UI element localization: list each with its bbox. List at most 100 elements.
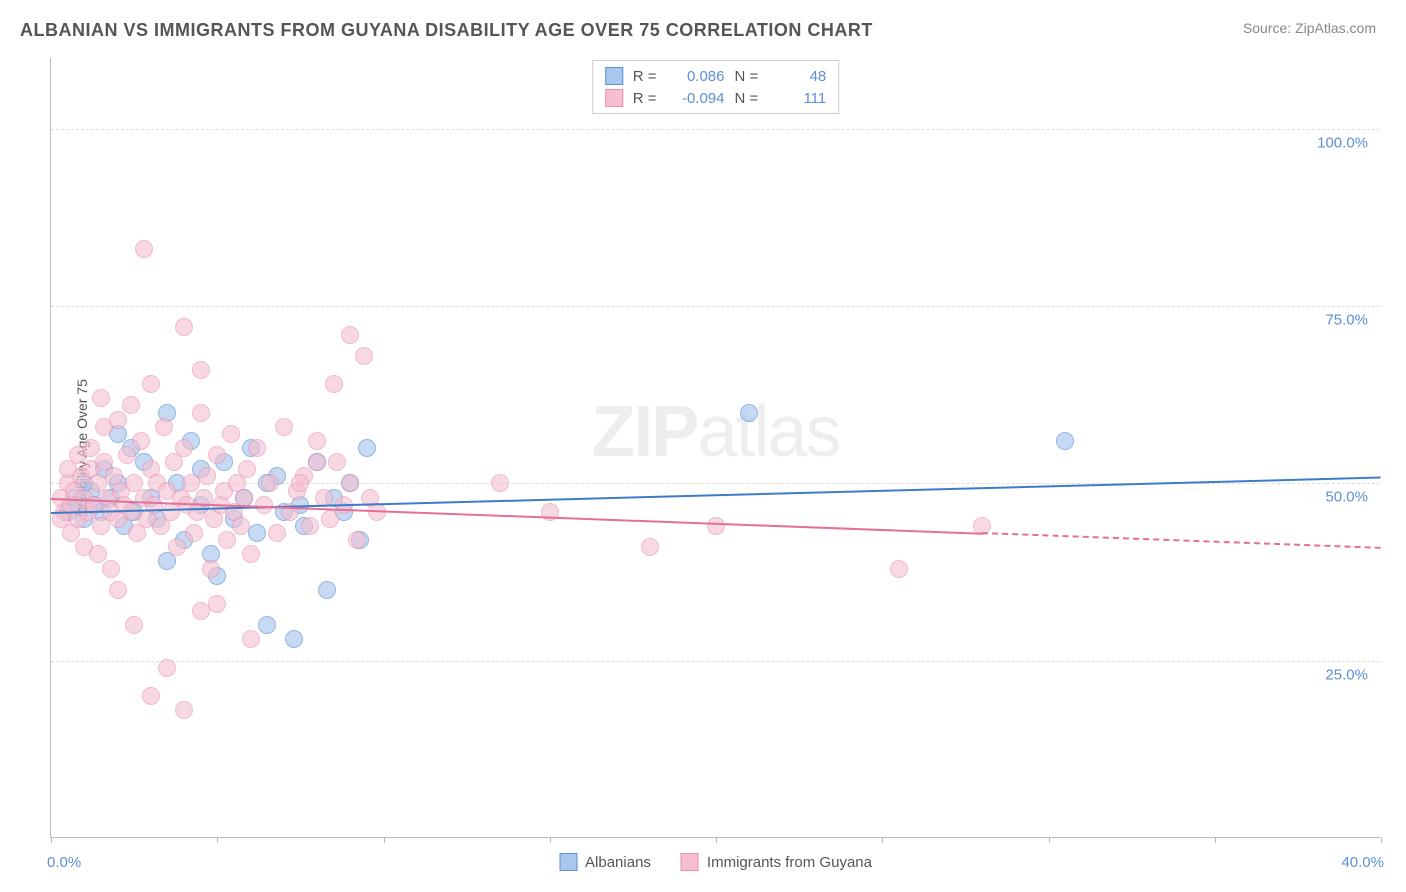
- data-point: [707, 517, 725, 535]
- data-point: [92, 389, 110, 407]
- legend-n-label: N =: [735, 90, 759, 107]
- data-point: [235, 489, 253, 507]
- data-point: [135, 240, 153, 258]
- data-point: [308, 453, 326, 471]
- data-point: [740, 404, 758, 422]
- y-tick-label: 50.0%: [1325, 489, 1368, 506]
- legend-swatch: [559, 853, 577, 871]
- data-point: [122, 396, 140, 414]
- legend-swatch: [605, 67, 623, 85]
- data-point: [192, 361, 210, 379]
- data-point: [155, 418, 173, 436]
- y-tick-label: 25.0%: [1325, 666, 1368, 683]
- x-min-label: 0.0%: [47, 854, 81, 871]
- data-point: [1056, 432, 1074, 450]
- scatter-chart: Disability Age Over 75 ZIPatlas R =0.086…: [50, 58, 1380, 838]
- data-point: [175, 318, 193, 336]
- watermark: ZIPatlas: [591, 391, 839, 473]
- gridline: [51, 129, 1380, 130]
- data-point: [641, 538, 659, 556]
- data-point: [321, 510, 339, 528]
- data-point: [89, 545, 107, 563]
- x-max-label: 40.0%: [1341, 854, 1384, 871]
- data-point: [185, 524, 203, 542]
- data-point: [261, 474, 279, 492]
- data-point: [218, 531, 236, 549]
- legend-label: Albanians: [585, 854, 651, 871]
- data-point: [132, 432, 150, 450]
- source-attribution: Source: ZipAtlas.com: [1243, 20, 1376, 36]
- legend-swatch: [605, 89, 623, 107]
- x-tick: [384, 837, 385, 843]
- legend-r-value: -0.094: [667, 90, 725, 107]
- data-point: [192, 404, 210, 422]
- x-tick: [882, 837, 883, 843]
- legend-label: Immigrants from Guyana: [707, 854, 872, 871]
- data-point: [142, 687, 160, 705]
- legend-n-value: 111: [768, 90, 826, 107]
- data-point: [318, 581, 336, 599]
- data-point: [222, 425, 240, 443]
- data-point: [355, 347, 373, 365]
- data-point: [238, 460, 256, 478]
- correlation-legend: R = 0.086 N = 48 R = -0.094 N = 111: [592, 60, 840, 114]
- data-point: [175, 439, 193, 457]
- data-point: [109, 581, 127, 599]
- legend-swatch: [681, 853, 699, 871]
- data-point: [168, 538, 186, 556]
- data-point: [62, 524, 80, 542]
- data-point: [175, 701, 193, 719]
- x-tick: [217, 837, 218, 843]
- legend-r-label: R =: [633, 68, 657, 85]
- data-point: [325, 375, 343, 393]
- data-point: [192, 602, 210, 620]
- data-point: [308, 432, 326, 450]
- data-point: [125, 616, 143, 634]
- data-point: [285, 630, 303, 648]
- gridline: [51, 306, 1380, 307]
- data-point: [158, 659, 176, 677]
- data-point: [118, 446, 136, 464]
- x-tick: [550, 837, 551, 843]
- x-tick: [1049, 837, 1050, 843]
- legend-r-label: R =: [633, 90, 657, 107]
- data-point: [248, 439, 266, 457]
- legend-n-value: 48: [768, 68, 826, 85]
- legend-row: R = -0.094 N = 111: [605, 87, 827, 109]
- y-tick-label: 75.0%: [1325, 312, 1368, 329]
- x-tick: [716, 837, 717, 843]
- data-point: [82, 439, 100, 457]
- x-tick: [1381, 837, 1382, 843]
- data-point: [202, 560, 220, 578]
- legend-row: R = 0.086 N = 48: [605, 65, 827, 87]
- data-point: [182, 474, 200, 492]
- x-tick: [51, 837, 52, 843]
- data-point: [242, 630, 260, 648]
- data-point: [291, 474, 309, 492]
- data-point: [301, 517, 319, 535]
- data-point: [358, 439, 376, 457]
- gridline: [51, 661, 1380, 662]
- data-point: [491, 474, 509, 492]
- data-point: [341, 474, 359, 492]
- data-point: [275, 418, 293, 436]
- data-point: [328, 453, 346, 471]
- legend-n-label: N =: [735, 68, 759, 85]
- data-point: [242, 545, 260, 563]
- legend-item: Immigrants from Guyana: [681, 853, 872, 871]
- data-point: [268, 524, 286, 542]
- data-point: [232, 517, 250, 535]
- legend-r-value: 0.086: [667, 68, 725, 85]
- data-point: [198, 467, 216, 485]
- data-point: [890, 560, 908, 578]
- y-tick-label: 100.0%: [1317, 134, 1368, 151]
- data-point: [109, 411, 127, 429]
- data-point: [102, 560, 120, 578]
- data-point: [258, 616, 276, 634]
- data-point: [248, 524, 266, 542]
- data-point: [341, 326, 359, 344]
- data-point: [208, 595, 226, 613]
- data-point: [208, 446, 226, 464]
- legend-item: Albanians: [559, 853, 651, 871]
- data-point: [348, 531, 366, 549]
